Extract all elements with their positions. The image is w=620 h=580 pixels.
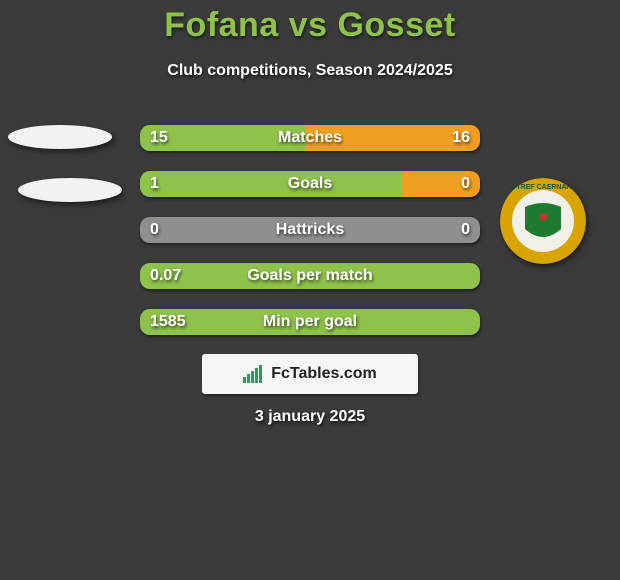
chart-canvas: Fofana vs Gosset Club competitions, Seas… [0,0,620,580]
stat-bar-row: Goals per match0.07 [140,263,480,289]
page-subtitle: Club competitions, Season 2024/2025 [0,62,620,80]
stat-bar-left-value: 0.07 [150,263,181,289]
stat-bar-right-value: 0 [461,217,470,243]
stat-bar-label: Goals [140,171,480,197]
stat-bar-row: Goals1 0 [140,171,480,197]
stat-bar-row: Hattricks0 0 [140,217,480,243]
stat-bar-row: Min per goal1585 [140,309,480,335]
attribution-badge[interactable]: FcTables.com [202,354,418,394]
chart-bars-icon [243,365,265,383]
stat-bar-left-value: 0 [150,217,159,243]
stat-bar-label: Hattricks [140,217,480,243]
stat-bar-left-value: 1585 [150,309,186,335]
stat-bar-label: Min per goal [140,309,480,335]
page-title: Fofana vs Gosset [0,6,620,45]
attribution-text: FcTables.com [271,365,377,383]
stat-bar-label: Goals per match [140,263,480,289]
avatar-ellipse [8,125,112,149]
stat-bar-right-value: 0 [461,171,470,197]
stat-bar-left-value: 15 [150,125,168,151]
chart-date: 3 january 2025 [0,408,620,426]
avatar-ellipse [18,178,122,202]
stat-bar-label: Matches [140,125,480,151]
stat-bar-left-value: 1 [150,171,159,197]
stat-bars: Matches1516Goals10Hattricks00Goals per m… [140,125,480,355]
svg-text:CPD TREF CAERNARFON: CPD TREF CAERNARFON [500,184,586,191]
stat-bar-right-value: 16 [452,125,470,151]
stat-bar-row: Matches15 16 [140,125,480,151]
